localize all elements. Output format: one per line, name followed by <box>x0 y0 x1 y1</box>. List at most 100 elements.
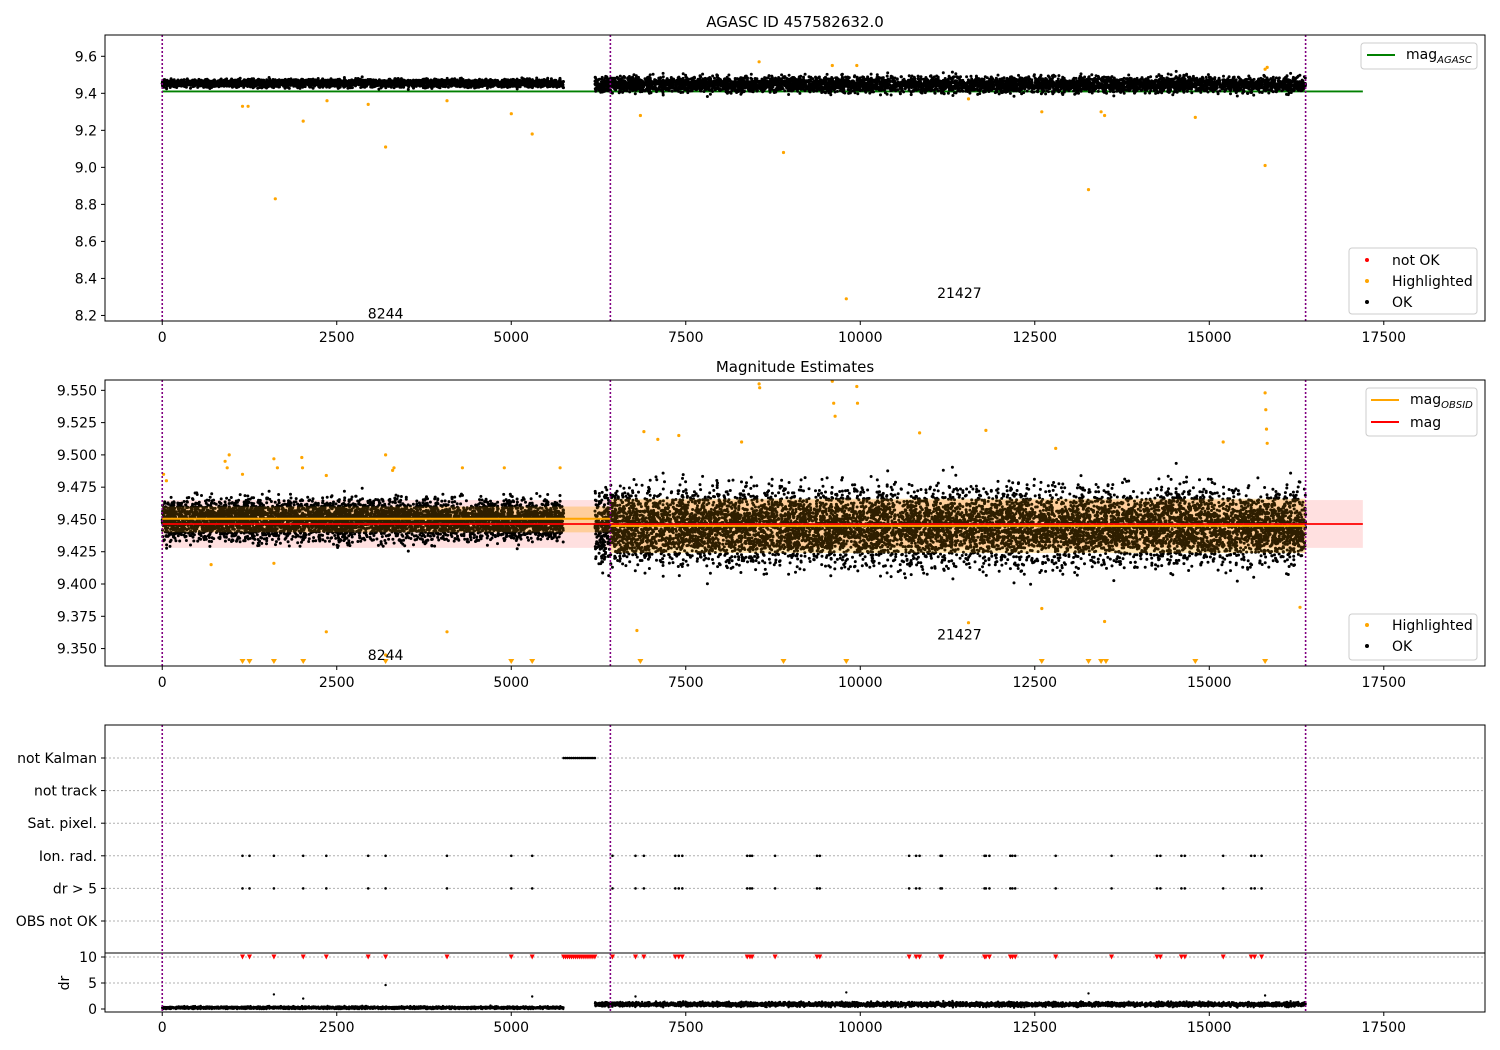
point-ok <box>916 74 920 78</box>
highlighted-point <box>638 113 643 118</box>
point-ok <box>165 87 169 91</box>
point-ok <box>287 86 291 90</box>
highlighted-point <box>830 63 834 68</box>
point-ok <box>651 72 655 76</box>
point-ok <box>296 79 300 83</box>
point-ok <box>352 79 356 83</box>
point-ok <box>172 83 176 87</box>
point-ok <box>220 79 224 83</box>
point-ok <box>311 86 315 90</box>
point-ok <box>406 87 410 91</box>
point-ok <box>708 92 712 96</box>
point-ok <box>1039 73 1043 77</box>
point-ok <box>551 82 555 86</box>
point-ok <box>366 78 370 81</box>
point-ok <box>254 79 258 83</box>
point-ok <box>263 84 267 88</box>
point-ok <box>472 81 475 85</box>
point-ok <box>372 78 375 82</box>
point-ok <box>558 78 562 81</box>
point-ok <box>469 83 473 87</box>
panel1-title: AGASC ID 457582632.0 <box>706 13 884 31</box>
point-ok <box>191 85 195 89</box>
point-ok <box>535 81 539 85</box>
point-ok <box>1112 94 1116 98</box>
point-ok <box>265 78 269 82</box>
point-ok <box>670 89 674 93</box>
point-ok <box>454 83 458 87</box>
point-ok <box>541 84 545 88</box>
point-ok <box>532 80 536 84</box>
point-ok <box>477 82 481 86</box>
point-ok <box>1216 92 1220 96</box>
point-ok <box>487 78 491 82</box>
highlighted-point <box>1086 188 1091 192</box>
point-ok <box>521 77 525 81</box>
highlighted-point <box>301 119 305 123</box>
point-ok <box>319 84 322 88</box>
point-ok <box>388 77 392 81</box>
point-ok <box>367 81 371 85</box>
point-ok <box>223 78 227 82</box>
point-ok <box>459 76 463 80</box>
highlighted-point <box>1040 110 1044 114</box>
highlighted-point <box>366 102 370 106</box>
point-ok <box>546 76 550 80</box>
point-ok <box>182 78 186 82</box>
series-ok <box>160 75 565 91</box>
point-ok <box>528 80 532 84</box>
highlighted-point <box>1265 65 1269 69</box>
highlighted-point <box>1099 110 1103 114</box>
point-ok <box>503 81 507 85</box>
point-ok <box>229 82 232 86</box>
point-ok <box>424 80 428 83</box>
point-ok <box>954 72 958 76</box>
point-ok <box>288 81 292 85</box>
point-ok <box>302 82 306 86</box>
point-ok <box>505 84 508 88</box>
point-ok <box>456 79 460 83</box>
point-ok <box>450 77 454 81</box>
point-ok <box>181 84 185 88</box>
point-ok <box>522 81 526 85</box>
point-ok <box>308 79 311 83</box>
point-ok <box>407 85 411 89</box>
point-ok <box>449 84 453 88</box>
point-ok <box>441 81 445 85</box>
point-ok <box>285 83 289 87</box>
point-ok <box>496 79 500 82</box>
point-ok <box>373 82 377 86</box>
point-ok <box>535 76 539 80</box>
point-ok <box>463 82 467 86</box>
point-ok <box>418 79 422 82</box>
point-ok <box>189 86 192 90</box>
point-ok <box>168 84 171 88</box>
highlighted-point <box>240 104 245 108</box>
point-ok <box>354 81 357 85</box>
point-ok <box>803 72 807 76</box>
point-ok <box>450 82 454 85</box>
point-ok <box>438 83 442 87</box>
point-ok <box>749 72 753 76</box>
point-ok <box>174 81 177 85</box>
point-ok <box>337 80 341 84</box>
highlighted-point <box>384 145 388 149</box>
point-ok <box>205 80 209 84</box>
point-ok <box>444 84 448 88</box>
point-ok <box>453 78 457 82</box>
point-ok <box>424 86 428 90</box>
point-ok <box>231 82 235 86</box>
point-ok <box>354 77 358 80</box>
point-ok <box>229 78 233 82</box>
point-ok <box>217 81 221 85</box>
point-ok <box>323 78 327 82</box>
point-ok <box>419 84 423 88</box>
point-ok <box>414 84 418 88</box>
point-ok <box>293 80 297 84</box>
point-ok <box>215 84 218 88</box>
point-ok <box>324 82 328 85</box>
point-ok <box>236 78 240 82</box>
point-ok <box>347 83 351 86</box>
